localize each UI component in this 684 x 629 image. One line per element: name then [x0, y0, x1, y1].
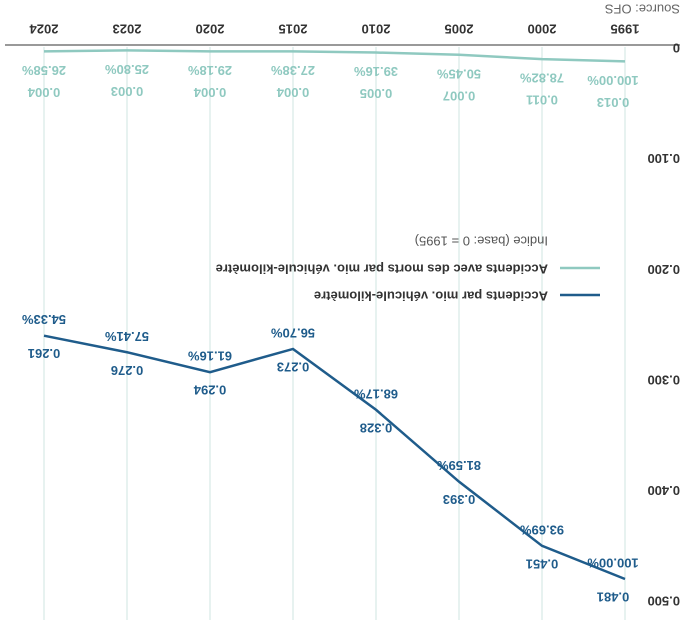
index-label: 27.38% [271, 63, 316, 78]
source: Source: OFS [605, 2, 680, 17]
index-label: 56.70% [271, 326, 316, 341]
y-tick-label: 0.100 [647, 151, 680, 166]
value-label: 0.003 [111, 84, 144, 99]
value-label: 0.004 [27, 85, 60, 100]
index-label: 78.82% [520, 71, 565, 86]
index-label: 68.17% [354, 386, 399, 401]
x-tick-label: 2023 [113, 22, 142, 37]
index-label: 25.80% [105, 62, 150, 77]
value-label: 0.013 [597, 95, 630, 110]
value-label: 0.004 [276, 85, 309, 100]
value-label: 0.011 [526, 93, 558, 108]
value-label: 0.004 [193, 85, 226, 100]
index-label: 61.16% [188, 349, 233, 364]
y-tick-label: 0 [673, 41, 680, 56]
legend-label: Accidents par mio. véhicule-kilomètre [314, 289, 548, 304]
index-label: 57.41% [105, 329, 150, 344]
x-tick-label: 2020 [196, 22, 225, 37]
value-label: 0.328 [360, 420, 393, 435]
legend-label: Accidents avec des morts par mio. véhicu… [216, 262, 548, 277]
y-tick-label: 0.200 [647, 262, 680, 277]
y-tick-label: 0.400 [647, 483, 680, 498]
index-label: 54.33% [22, 312, 67, 327]
value-label: 0.007 [443, 88, 476, 103]
y-tick-label: 0.300 [647, 372, 680, 387]
x-tick-label: 2010 [362, 22, 391, 37]
value-label: 0.294 [193, 383, 226, 398]
x-tick-label: 2005 [445, 22, 474, 37]
chart-body: Source: OFS 1995 2000 2005 2010 2015 2020 2023… [5, 2, 680, 620]
value-label: 0.276 [111, 363, 144, 378]
value-label: 0.261 [28, 346, 61, 361]
x-tick-label: 2000 [528, 22, 557, 37]
x-tick-label: 1995 [611, 22, 640, 37]
value-label: 0.451 [526, 556, 559, 571]
x-tick-label: 2024 [29, 22, 59, 37]
index-label: 93.69% [520, 522, 565, 537]
index-label: 50.45% [437, 66, 482, 81]
index-label: 100.00% [587, 73, 639, 88]
index-label: 39.16% [354, 64, 399, 79]
index-label: 81.59% [437, 458, 482, 473]
value-label: 0.005 [360, 86, 393, 101]
value-label: 0.273 [277, 360, 310, 375]
index-label: 26.58% [22, 63, 67, 78]
value-label: 0.481 [597, 590, 630, 605]
line [43, 49, 626, 63]
y-tick-label: 0.500 [647, 594, 680, 609]
x-tick-label: 2015 [279, 22, 308, 37]
value-label: 0.393 [443, 492, 476, 507]
line [43, 334, 626, 581]
legend-note: Indice (base: 0 = 1995) [415, 234, 548, 249]
index-label: 100.00% [587, 556, 639, 571]
index-label: 29.18% [188, 63, 233, 78]
